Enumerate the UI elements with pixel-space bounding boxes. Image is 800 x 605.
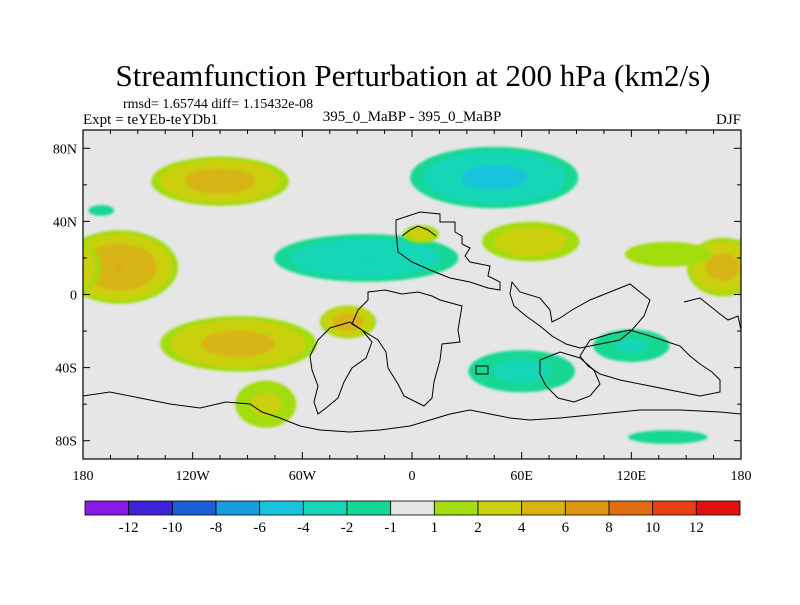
colorbar-swatch [477, 500, 523, 516]
colorbar-label: 10 [645, 520, 660, 536]
colorbar-label: 2 [474, 520, 482, 536]
colorbar-label: 1 [431, 520, 439, 536]
anomaly-12 [468, 350, 576, 393]
colorbar: -12 -10 -8 -6 -4 -2 -1 1 2 4 6 8 10 12 [84, 500, 741, 536]
anomaly-14 [628, 430, 708, 444]
coastline-australia [539, 351, 601, 403]
colorbar-label: 8 [605, 520, 613, 536]
y-tick-label: 0 [70, 289, 77, 304]
season-label: DJF [716, 112, 741, 128]
period-label: 395_0_MaBP - 395_0_MaBP [323, 109, 502, 125]
anomaly-5 [274, 234, 459, 282]
colorbar-label: -1 [384, 520, 397, 536]
coastline-antarctica [83, 391, 741, 433]
colorbar-swatch [564, 500, 610, 516]
colorbar-label: 6 [562, 520, 570, 536]
colorbar-swatch [346, 500, 392, 516]
coastline-south-america [309, 321, 373, 415]
y-tick-label: 80S [55, 435, 77, 450]
coastline-africa [351, 289, 463, 407]
anomaly-9 [160, 316, 317, 372]
contour-fill [615, 338, 648, 353]
coastline-india [509, 280, 651, 349]
contour-fill [628, 430, 708, 444]
x-tick-label: 60E [510, 469, 533, 484]
colorbar-swatch [302, 500, 348, 516]
colorbar-label: -6 [253, 520, 266, 536]
anomaly-2 [410, 146, 579, 209]
y-tick-label: 80N [53, 142, 77, 157]
colorbar-label: -12 [119, 520, 139, 536]
anomaly-13 [593, 329, 670, 362]
colorbar-label: -2 [341, 520, 354, 536]
x-tick-label: 60W [289, 469, 317, 484]
coastline-north-africa [395, 211, 501, 291]
colorbar-swatch [390, 500, 435, 516]
x-tick-label: 120W [176, 469, 211, 484]
colorbar-swatch [215, 500, 261, 516]
anomaly-6 [482, 221, 580, 262]
coastline-asia-islands [579, 329, 721, 397]
colorbar-swatch [521, 500, 566, 516]
anomaly-3 [83, 230, 741, 304]
colorbar-label: 12 [689, 520, 704, 536]
contour-fill [201, 330, 276, 357]
x-tick-label: 180 [731, 469, 752, 484]
coastline-pacific-island [683, 297, 741, 331]
colorbar-swatch [695, 500, 741, 516]
y-tick-label: 40N [53, 215, 77, 230]
colorbar-label: -4 [297, 520, 310, 536]
contour-fill-wrap [740, 261, 741, 273]
experiment-label: Expt = teYEb-teYDb1 [83, 112, 218, 128]
colorbar-label: -10 [162, 520, 182, 536]
coastline-outline [83, 211, 741, 433]
x-tick-label: 0 [409, 469, 416, 484]
contour-fill [250, 392, 281, 416]
contour-fill [461, 165, 528, 190]
contour-fill [624, 241, 711, 267]
contour-fill [494, 226, 568, 257]
colorbar-swatch [433, 500, 479, 516]
contour-fill [408, 227, 434, 241]
colorbar-label: -8 [210, 520, 223, 536]
contour-fill [184, 168, 256, 194]
y-tick-label: 40S [55, 362, 77, 377]
coastline-arctic-detail [401, 225, 437, 237]
colorbar-swatch [608, 500, 654, 516]
x-tick-label: 180 [73, 469, 94, 484]
contour-fill [364, 256, 369, 260]
x-tick-label: 120E [617, 469, 647, 484]
contour-fill [117, 265, 122, 269]
colorbar-swatch [171, 500, 217, 516]
colorbar-swatch [259, 500, 304, 516]
anomaly-8 [624, 241, 711, 267]
coastline-small-island [475, 365, 489, 375]
axes: 180 120W 60W 0 60E 120E 180 80N 40N 0 40S 80S [53, 130, 752, 484]
colorbar-swatch [652, 500, 697, 516]
anomaly-15 [88, 205, 115, 216]
contour-fill [88, 205, 115, 216]
colorbar-swatch [128, 500, 173, 516]
contour-fill [492, 359, 551, 383]
contour-fill-wrap [83, 246, 96, 288]
stats-line: rmsd= 1.65744 diff= 1.15432e-08 [123, 97, 313, 112]
colorbar-swatch [84, 500, 130, 516]
contour-fill [705, 253, 740, 281]
anomaly-7 [403, 225, 440, 244]
streamfunction-field [83, 146, 741, 444]
anomaly-1 [151, 156, 289, 206]
colorbar-label: 4 [518, 520, 526, 536]
chart-title: Streamfunction Perturbation at 200 hPa (… [116, 58, 711, 93]
